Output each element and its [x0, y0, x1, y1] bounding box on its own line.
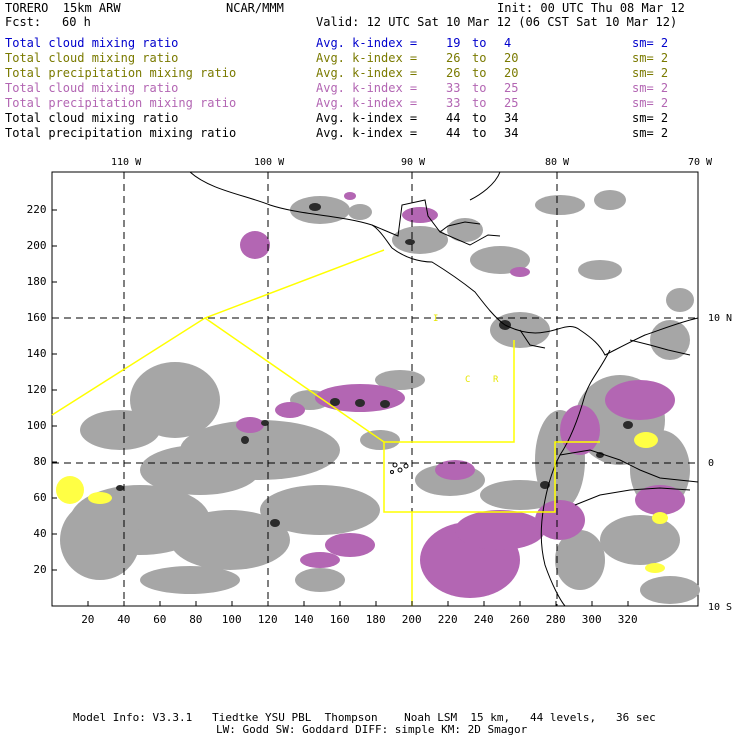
legend-sm-value: sm= 2	[632, 66, 669, 80]
fcst-value: 60 h	[62, 15, 91, 29]
legend-kindex-to-word: to	[472, 36, 487, 50]
lat-label: 10 S	[708, 602, 733, 613]
y-tick-label: 20	[33, 563, 47, 576]
legend-kindex-label: Avg. k-index =	[316, 126, 418, 140]
legend-series-name: Total cloud mixing ratio	[5, 36, 179, 50]
y-tick-label: 80	[33, 455, 47, 468]
lon-label: 70 W	[688, 157, 713, 168]
region-label-i: I	[433, 314, 439, 324]
legend-sm-value: sm= 2	[632, 96, 669, 110]
legend-kindex-to: 34	[504, 126, 519, 140]
legend-kindex-to: 34	[504, 111, 519, 125]
legend-kindex-to: 25	[504, 96, 519, 110]
yellow-fields	[56, 432, 668, 573]
model-title: TORERO 15km ARW	[5, 1, 121, 15]
cloud-mixing-gray-fields	[60, 190, 700, 604]
legend-kindex-to-word: to	[472, 126, 487, 140]
map-plot-area	[51, 171, 700, 607]
legend-kindex-to: 25	[504, 81, 519, 95]
coastlines	[189, 171, 699, 607]
x-tick-label: 260	[509, 613, 530, 626]
legend-kindex-to: 20	[504, 51, 519, 65]
legend-kindex-to: 4	[504, 36, 512, 50]
legend-kindex-label: Avg. k-index =	[316, 81, 418, 95]
legend-series-name: Total precipitation mixing ratio	[5, 96, 237, 110]
legend-kindex-from: 33	[446, 81, 461, 95]
y-tick-label: 140	[26, 347, 47, 360]
legend-kindex-label: Avg. k-index =	[316, 36, 418, 50]
legend-kindex-to-word: to	[472, 96, 487, 110]
org-name: NCAR/MMM	[226, 1, 284, 15]
fcst-label: Fcst:	[5, 15, 42, 29]
init-time: Init: 00 UTC Thu 08 Mar 12	[497, 1, 685, 15]
y-tick-label: 40	[33, 527, 47, 540]
domain-boundaries	[51, 249, 600, 606]
lat-label: 0	[708, 458, 715, 469]
x-tick-label: 300	[581, 613, 602, 626]
legend-kindex-from: 19	[446, 36, 461, 50]
region-label-r: R	[493, 375, 499, 385]
valid-time: Valid: 12 UTC Sat 10 Mar 12 (06 CST Sat …	[316, 15, 678, 29]
legend-sm-value: sm= 2	[632, 81, 669, 95]
legend-series-name: Total cloud mixing ratio	[5, 111, 179, 125]
x-tick-label: 280	[545, 613, 566, 626]
region-label-c: C	[465, 375, 471, 385]
y-tick-label: 220	[26, 203, 47, 216]
legend-series-name: Total precipitation mixing ratio	[5, 66, 237, 80]
y-tick-label: 200	[26, 239, 47, 252]
legend-sm-value: sm= 2	[632, 51, 669, 65]
x-tick-label: 220	[437, 613, 458, 626]
x-tick-label: 200	[401, 613, 422, 626]
legend-kindex-from: 33	[446, 96, 461, 110]
x-tick-label: 320	[617, 613, 638, 626]
lon-label: 110 W	[111, 157, 142, 168]
lon-label: 90 W	[401, 157, 426, 168]
legend-kindex-label: Avg. k-index =	[316, 51, 418, 65]
legend-kindex-from: 44	[446, 126, 461, 140]
legend-series-name: Total cloud mixing ratio	[5, 51, 179, 65]
x-tick-label: 180	[365, 613, 386, 626]
y-tick-marks	[52, 209, 57, 571]
legend-kindex-to: 20	[504, 66, 519, 80]
y-tick-label: 60	[33, 491, 47, 504]
x-tick-label: 240	[473, 613, 494, 626]
legend-kindex-label: Avg. k-index =	[316, 66, 418, 80]
dark-core-fields	[116, 203, 633, 527]
legend-kindex-to-word: to	[472, 51, 487, 65]
lon-label: 80 W	[545, 157, 570, 168]
legend-kindex-to-word: to	[472, 66, 487, 80]
y-tick-label: 120	[26, 383, 47, 396]
y-tick-label: 100	[26, 419, 47, 432]
x-tick-marks	[87, 601, 629, 606]
legend-sm-value: sm= 2	[632, 126, 669, 140]
legend-kindex-to-word: to	[472, 111, 487, 125]
x-tick-label: 120	[257, 613, 278, 626]
y-tick-label: 180	[26, 275, 47, 288]
legend-sm-value: sm= 2	[632, 111, 669, 125]
legend-kindex-label: Avg. k-index =	[316, 96, 418, 110]
model-info-line1: Model Info: V3.3.1 Tiedtke YSU PBL Thomp…	[73, 711, 656, 724]
legend-series-name: Total precipitation mixing ratio	[5, 126, 237, 140]
legend-series-name: Total cloud mixing ratio	[5, 81, 179, 95]
legend-kindex-from: 44	[446, 111, 461, 125]
legend-kindex-from: 26	[446, 66, 461, 80]
legend-kindex-from: 26	[446, 51, 461, 65]
lat-label: 10 N	[708, 313, 733, 324]
legend-kindex-label: Avg. k-index =	[316, 111, 418, 125]
x-tick-label: 60	[153, 613, 167, 626]
x-tick-label: 40	[117, 613, 131, 626]
lon-label: 100 W	[254, 157, 285, 168]
x-tick-label: 160	[329, 613, 350, 626]
legend-kindex-to-word: to	[472, 81, 487, 95]
x-tick-label: 80	[189, 613, 203, 626]
y-tick-label: 160	[26, 311, 47, 324]
x-tick-label: 100	[221, 613, 242, 626]
model-info-line2: LW: Godd SW: Goddard DIFF: simple KM: 2D…	[216, 723, 528, 736]
precip-mixing-purple-fields	[236, 192, 685, 598]
legend-sm-value: sm= 2	[632, 36, 669, 50]
galapagos-islands	[390, 462, 409, 474]
x-tick-label: 20	[81, 613, 95, 626]
x-tick-label: 140	[293, 613, 314, 626]
